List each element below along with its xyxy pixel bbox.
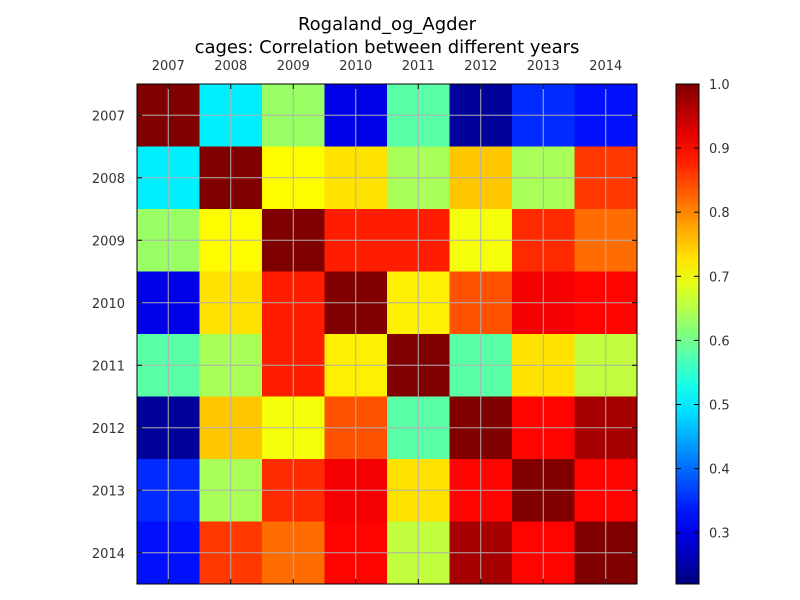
x-tick-label: 2014 <box>589 59 622 74</box>
y-tick-label: 2007 <box>92 109 125 124</box>
colorbar-tick-label: 0.7 <box>709 270 730 285</box>
chart-subtitle: cages: Correlation between different yea… <box>195 37 580 58</box>
colorbar-tick-label: 0.5 <box>709 399 730 414</box>
x-tick-label: 2011 <box>402 59 435 74</box>
colorbar <box>675 83 700 585</box>
colorbar-tick-label: 0.4 <box>709 463 730 478</box>
y-tick-label: 2008 <box>92 172 125 187</box>
heatmap-cells <box>137 84 638 585</box>
colorbar-tick-label: 0.6 <box>709 334 730 349</box>
x-tick-label: 2013 <box>527 59 560 74</box>
y-tick-label: 2009 <box>92 234 125 249</box>
x-tick-label: 2007 <box>152 59 185 74</box>
y-tick-label: 2013 <box>92 484 125 499</box>
y-axis-ticks: 2007 2008 2009 2010 2011 2012 2013 2014 <box>92 109 637 562</box>
colorbar-tick-label: 0.9 <box>709 142 730 157</box>
y-tick-label: 2014 <box>92 547 125 562</box>
y-tick-label: 2011 <box>92 359 125 374</box>
x-axis-ticks: 2007 2008 2009 2010 2011 2012 2013 2014 <box>152 59 622 584</box>
chart-title: Rogaland_og_Agder <box>298 14 477 35</box>
y-tick-label: 2012 <box>92 422 125 437</box>
x-tick-label: 2009 <box>277 59 310 74</box>
colorbar-tick-label: 0.8 <box>709 206 730 221</box>
x-tick-label: 2010 <box>339 59 372 74</box>
colorbar-ticks: 0.3 0.4 0.5 0.6 0.7 0.8 0.9 1.0 <box>676 78 730 542</box>
y-tick-label: 2010 <box>92 297 125 312</box>
colorbar-tick-label: 0.3 <box>709 527 730 542</box>
x-tick-label: 2012 <box>464 59 497 74</box>
plot-frame <box>136 83 638 585</box>
colorbar-tick-label: 1.0 <box>709 78 730 93</box>
heatmap-grid <box>137 84 637 584</box>
x-tick-label: 2008 <box>214 59 247 74</box>
